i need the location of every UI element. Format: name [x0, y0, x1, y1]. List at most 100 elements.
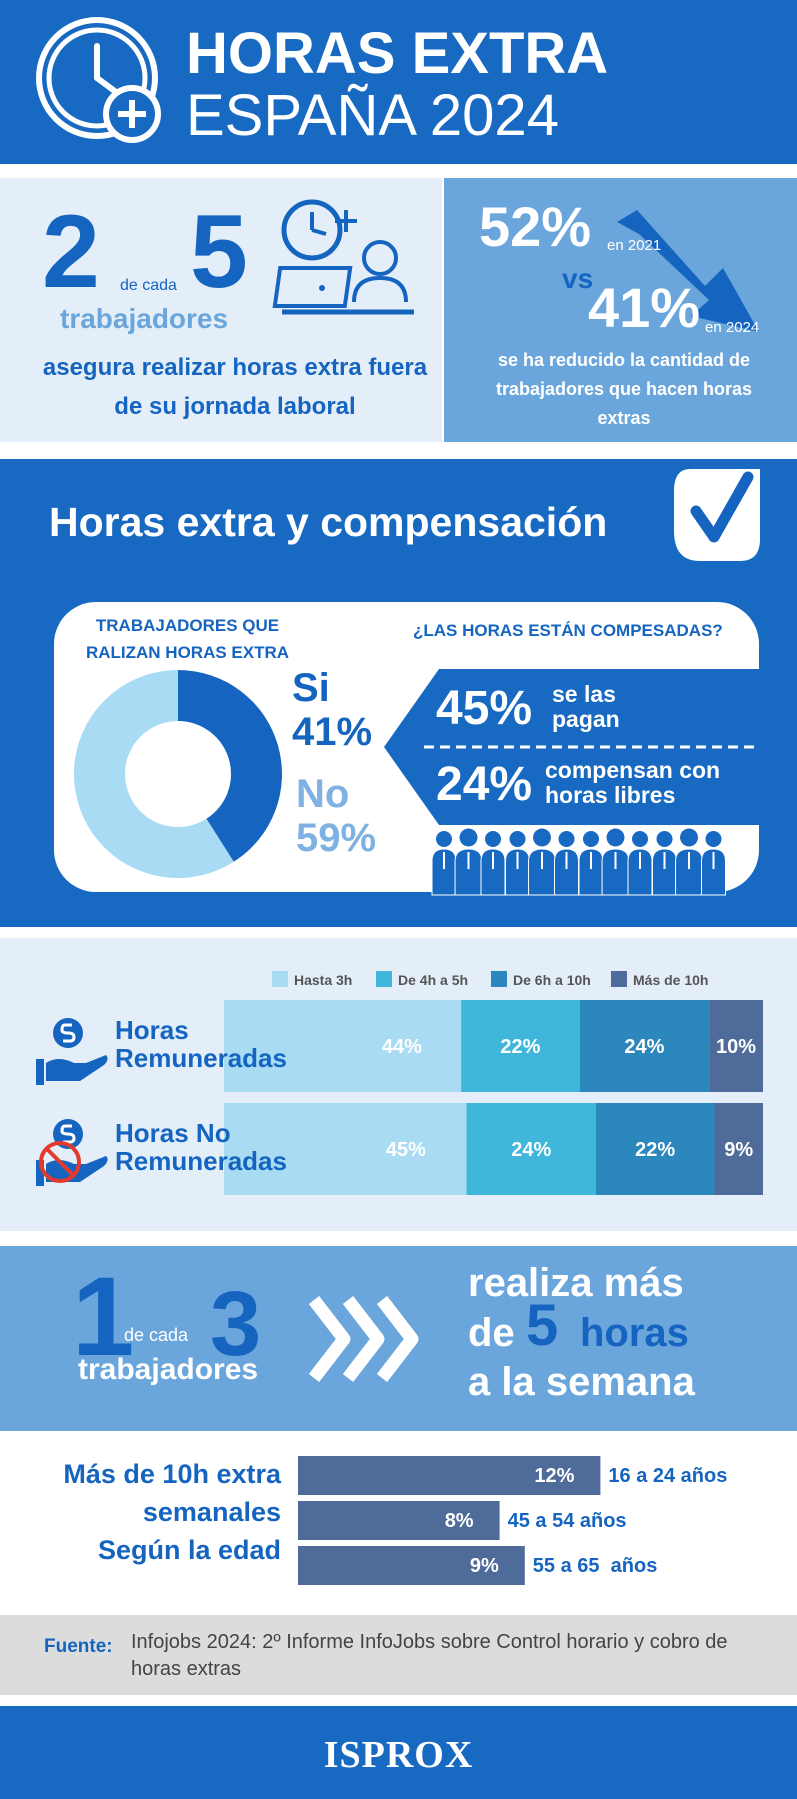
bar-value-label: 45% [386, 1139, 426, 1161]
person-head [705, 831, 722, 847]
bar-segment [709, 1000, 763, 1092]
trend-year: en 2021 [607, 237, 662, 254]
stacked-bar-chart: Hasta 3h De 4h a 5h De 6h a 10h Más de 10h 4… [224, 971, 763, 1195]
bar-value-label: 8% [445, 1510, 474, 1532]
person-head [606, 828, 625, 847]
donut-legend-label: Si [292, 666, 330, 710]
compensation-title: ¿LAS HORAS ESTÁN COMPESADAS? [413, 621, 723, 640]
weekly-text: a la semana [468, 1360, 695, 1404]
bar-value-label: 9% [470, 1555, 499, 1577]
bar-value-label: 44% [382, 1036, 422, 1058]
compensation-section: Horas extra y compensación ¿LAS HORAS ES… [0, 459, 797, 927]
category-label: 55 a 65 años [533, 1555, 658, 1577]
chevrons [308, 1296, 419, 1382]
bar-value-label: 9% [724, 1139, 753, 1161]
legend-label: Más de 10h [633, 972, 708, 988]
section-title: Horas extra y compensación [49, 499, 608, 545]
brand: ISPROX [323, 1734, 474, 1776]
stat-connector: de cada [120, 277, 177, 294]
compensation-value: 24% [436, 758, 533, 811]
bar [298, 1501, 500, 1540]
age-bar-chart: 12% 16 a 24 años 8% 45 a 54 años 9% 55 a 65 a… [63, 1456, 727, 1585]
bar-segment [466, 1103, 596, 1195]
stat-number: 5 [190, 194, 248, 310]
person-body [627, 848, 653, 896]
person-head [680, 828, 698, 847]
legend-swatch [376, 971, 392, 987]
category-label: 16 a 24 años [608, 1465, 727, 1487]
category-label: Horas No Remuneradas [115, 1118, 287, 1176]
trend-vs: vs [562, 263, 594, 294]
stat-number: 3 [210, 1273, 262, 1375]
bar-value-label: 22% [635, 1139, 675, 1161]
stat-number: 2 [42, 194, 100, 310]
bar [298, 1456, 601, 1495]
check-icon [674, 469, 760, 561]
source: Fuente: Infojobs 2024: 2º Informe InfoJo… [0, 1615, 797, 1695]
person-body [701, 848, 726, 896]
chart-title: Más de 10h extra [63, 1459, 282, 1489]
legend-swatch [491, 971, 507, 987]
donut-value-label: 41% [292, 710, 372, 754]
legend-swatch [611, 971, 627, 987]
person-body [554, 848, 579, 896]
stat-subject: trabajadores [78, 1353, 259, 1386]
compensation-arrow [384, 669, 759, 825]
workers-stat: 2 de cada 5 trabajadores asegura realiza… [0, 178, 442, 442]
bar [298, 1546, 525, 1585]
bar-segment [714, 1103, 763, 1195]
money-hand-icon [36, 1018, 108, 1085]
weekly-section: 1 de cada 3 trabajadores realiza más de … [0, 1246, 797, 1431]
chart-title: Según la edad [98, 1535, 281, 1565]
donut-slice [73, 670, 234, 878]
weekly-text: horas [580, 1311, 689, 1355]
person-head [436, 831, 452, 847]
stat-text: asegura realizar horas extra fuera de su… [42, 354, 428, 420]
money-hand-no-icon [36, 1119, 108, 1186]
bar-value-label: 24% [624, 1036, 664, 1058]
person-head [656, 831, 673, 847]
donut-title: TRABAJADORES QUE RALIZAN HORAS EXTRA [85, 616, 290, 662]
person-body [480, 848, 506, 896]
source-text: Infojobs 2024: 2º Informe InfoJobs sobre… [131, 1631, 728, 1680]
clock-icon [36, 17, 161, 143]
person-head [533, 828, 551, 847]
age-section: 12% 16 a 24 años 8% 45 a 54 años 9% 55 a 65 a… [0, 1431, 797, 1615]
trend-stat: 52% en 2021 vs 41% en 2024 se ha reducid… [444, 178, 797, 442]
bar-value-label: 24% [511, 1139, 551, 1161]
person-head [632, 831, 648, 847]
source-label: Fuente: [44, 1636, 113, 1657]
legend-label: De 4h a 5h [398, 972, 468, 988]
bar-segment [224, 1103, 467, 1195]
donut-slice [178, 670, 282, 862]
bar-segment [595, 1103, 715, 1195]
person-head [558, 831, 575, 847]
bar-segment [579, 1000, 710, 1092]
category-label: 45 a 54 años [508, 1510, 627, 1532]
person-head [485, 831, 501, 847]
title-line1: HORAS EXTRA [186, 21, 609, 86]
weekly-text: realiza más [468, 1261, 684, 1305]
legend-swatch [272, 971, 288, 987]
weekly-number: 5 [526, 1293, 559, 1358]
stat-number: 1 [72, 1254, 135, 1379]
stat-subject: trabajadores [60, 303, 229, 334]
person-head [459, 828, 478, 847]
compensation-value: 45% [436, 682, 533, 735]
trend-value: 52% [479, 195, 592, 258]
person-head [509, 831, 526, 847]
legend-label: De 6h a 10h [513, 972, 591, 988]
person-head [583, 831, 599, 847]
bar-value-label: 10% [716, 1036, 756, 1058]
trend-value: 41% [588, 276, 701, 339]
compensation-label: compensan con horas libres [545, 757, 721, 808]
header: HORAS EXTRA ESPAÑA 2024 [0, 0, 797, 164]
bar-segment [461, 1000, 580, 1092]
remuneration-section: Hasta 3h De 4h a 5h De 6h a 10h Más de 10h 4… [0, 938, 797, 1231]
bar-segment [224, 1000, 462, 1092]
trend-year: en 2024 [705, 319, 760, 336]
chart-title: semanales [143, 1497, 281, 1527]
compensation-label: se las pagan [552, 681, 620, 732]
